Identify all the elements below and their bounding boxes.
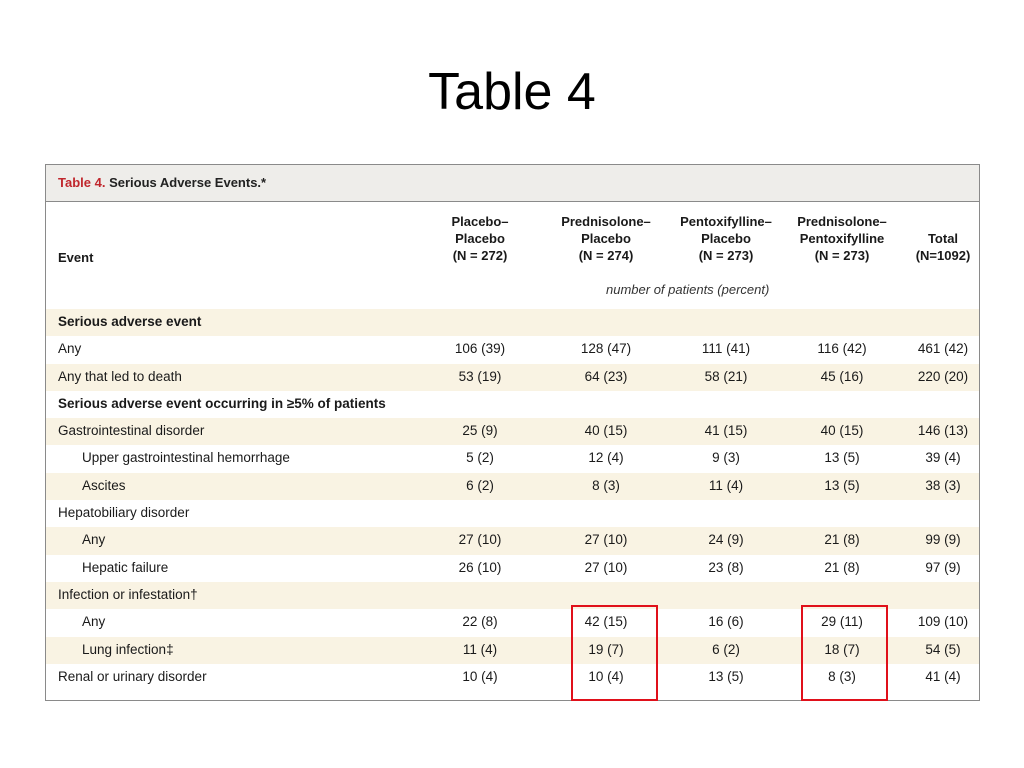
row-label: Upper gastrointestinal hemorrhage — [82, 450, 290, 466]
column-header-prednisolone-placebo: Prednisolone– Placebo (N = 274) — [561, 214, 651, 263]
column-header-placebo-placebo: Placebo– Placebo (N = 272) — [451, 214, 509, 263]
row-label: Any that led to death — [58, 368, 182, 384]
table-cell: 27 (10) — [584, 559, 628, 575]
table-cell: 21 (8) — [824, 559, 860, 575]
table-row: Serious adverse event — [46, 309, 979, 337]
table-cell: 45 (16) — [820, 368, 864, 384]
table-row: Any 22 (8) 42 (15) 16 (6) 29 (11) 109 (10) — [46, 609, 979, 636]
table-cell: 23 (8) — [708, 559, 744, 575]
table-cell: 10 (4) — [588, 668, 624, 684]
row-label: Infection or infestation† — [58, 586, 198, 602]
table-row: Hepatic failure 26 (10) 27 (10) 23 (8) 21 (8… — [46, 555, 979, 582]
table-cell: 22 (8) — [462, 614, 498, 630]
table-cell: 42 (15) — [584, 614, 628, 630]
highlight-box-prednisolone-placebo — [571, 605, 658, 701]
table-cell: 97 (9) — [925, 559, 961, 575]
table-cell: 128 (47) — [580, 341, 632, 357]
table-cell: 220 (20) — [917, 368, 969, 384]
table-cell: 109 (10) — [917, 614, 969, 630]
table-row: Upper gastrointestinal hemorrhage 5 (2) 12… — [46, 445, 979, 472]
table-header: Event Placebo– Placebo (N = 272) Prednisol… — [46, 202, 979, 309]
table-cell: 21 (8) — [824, 532, 860, 548]
event-column-header: Event — [58, 250, 94, 265]
table-cell: 146 (13) — [917, 423, 969, 439]
row-label: Hepatic failure — [82, 559, 169, 575]
row-label: Any — [58, 341, 82, 357]
table-cell: 29 (11) — [821, 614, 863, 630]
table-cell: 58 (21) — [704, 368, 748, 384]
table-cell: 10 (4) — [462, 668, 498, 684]
row-label: Ascites — [82, 477, 126, 493]
table-cell: 5 (2) — [466, 450, 494, 466]
table-row: Hepatobiliary disorder — [46, 500, 979, 527]
table-row: Renal or urinary disorder 10 (4) 10 (4) 13 … — [46, 664, 979, 691]
row-label: Hepatobiliary disorder — [58, 505, 190, 521]
table-cell: 24 (9) — [708, 532, 744, 548]
highlight-box-prednisolone-pentoxifylline — [801, 605, 888, 701]
table-cell: 16 (6) — [708, 614, 744, 630]
table-cell: 13 (5) — [824, 450, 860, 466]
table-row: Any 27 (10) 27 (10) 24 (9) 21 (8) 99 (9) — [46, 527, 979, 555]
table-cell: 25 (9) — [462, 423, 498, 439]
row-label: Renal or urinary disorder — [58, 668, 207, 684]
table-cell: 461 (42) — [917, 341, 969, 357]
table-cell: 40 (15) — [820, 423, 864, 439]
table-cell: 8 (3) — [828, 668, 856, 684]
table-cell: 9 (3) — [712, 450, 740, 466]
table-row: Any 106 (39) 128 (47) 111 (41) 116 (42) 461 (… — [46, 336, 979, 363]
table-cell: 6 (2) — [466, 477, 494, 493]
table-cell: 12 (4) — [588, 450, 624, 466]
table-cell: 18 (7) — [824, 641, 860, 657]
table-cell: 53 (19) — [458, 368, 502, 384]
slide-title: Table 4 — [428, 63, 596, 121]
table-cell: 54 (5) — [925, 641, 961, 657]
table-cell: 26 (10) — [458, 559, 502, 575]
table-cell: 40 (15) — [584, 423, 628, 439]
table-row: Lung infection‡ 11 (4) 19 (7) 6 (2) 18 (7) 54… — [46, 636, 979, 664]
table-cell: 8 (3) — [592, 477, 620, 493]
table-cell: 41 (15) — [704, 423, 748, 439]
adverse-events-table: Table 4. Serious Adverse Events.* Event … — [45, 164, 980, 701]
column-header-total: Total (N=1092) — [915, 231, 971, 263]
table-cell: 11 (4) — [708, 477, 744, 493]
table-cell: 106 (39) — [454, 341, 506, 357]
column-header-pentoxifylline-placebo: Pentoxifylline– Placebo (N = 273) — [680, 214, 772, 263]
units-note: number of patients (percent) — [606, 282, 770, 297]
table-row: Serious adverse event occurring in ≥5% o… — [46, 391, 979, 418]
table-caption: Table 4. Serious Adverse Events.* — [46, 165, 979, 202]
table-cell: 19 (7) — [588, 641, 624, 657]
table-cell: 116 (42) — [817, 341, 867, 357]
row-label: Serious adverse event — [58, 314, 202, 329]
caption-number: Table 4. — [58, 175, 106, 190]
row-label: Gastrointestinal disorder — [58, 423, 205, 439]
table-row: Any that led to death 53 (19) 64 (23) 58 (2… — [46, 363, 979, 391]
table-cell: 27 (10) — [584, 532, 628, 548]
row-label: Any — [82, 532, 106, 548]
table-cell: 111 (41) — [701, 341, 751, 357]
row-label: Lung infection‡ — [82, 641, 174, 657]
table-cell: 64 (23) — [584, 368, 628, 384]
table-body: Serious adverse event Any 106 (39) 128 (47)… — [46, 309, 979, 691]
column-header-prednisolone-pentoxifylline: Prednisolone– Pentoxifylline (N = 273) — [797, 214, 887, 263]
row-label: Serious adverse event occurring in ≥5% o… — [58, 395, 386, 411]
table-cell: 13 (5) — [824, 477, 860, 493]
table-cell: 41 (4) — [925, 668, 961, 684]
table-row: Infection or infestation† — [46, 581, 979, 610]
table-cell: 39 (4) — [925, 450, 961, 466]
table-cell: 11 (4) — [462, 641, 498, 657]
table-row: Ascites 6 (2) 8 (3) 11 (4) 13 (5) 38 (3) — [46, 472, 979, 501]
table-cell: 13 (5) — [708, 668, 744, 684]
table-row: Gastrointestinal disorder 25 (9) 40 (15) 41… — [46, 418, 979, 446]
table-cell: 6 (2) — [712, 641, 740, 657]
table-cell: 27 (10) — [458, 532, 502, 548]
row-label: Any — [82, 614, 106, 630]
table-cell: 38 (3) — [925, 477, 961, 493]
caption-text: Serious Adverse Events.* — [105, 175, 267, 190]
table-cell: 99 (9) — [925, 532, 961, 548]
